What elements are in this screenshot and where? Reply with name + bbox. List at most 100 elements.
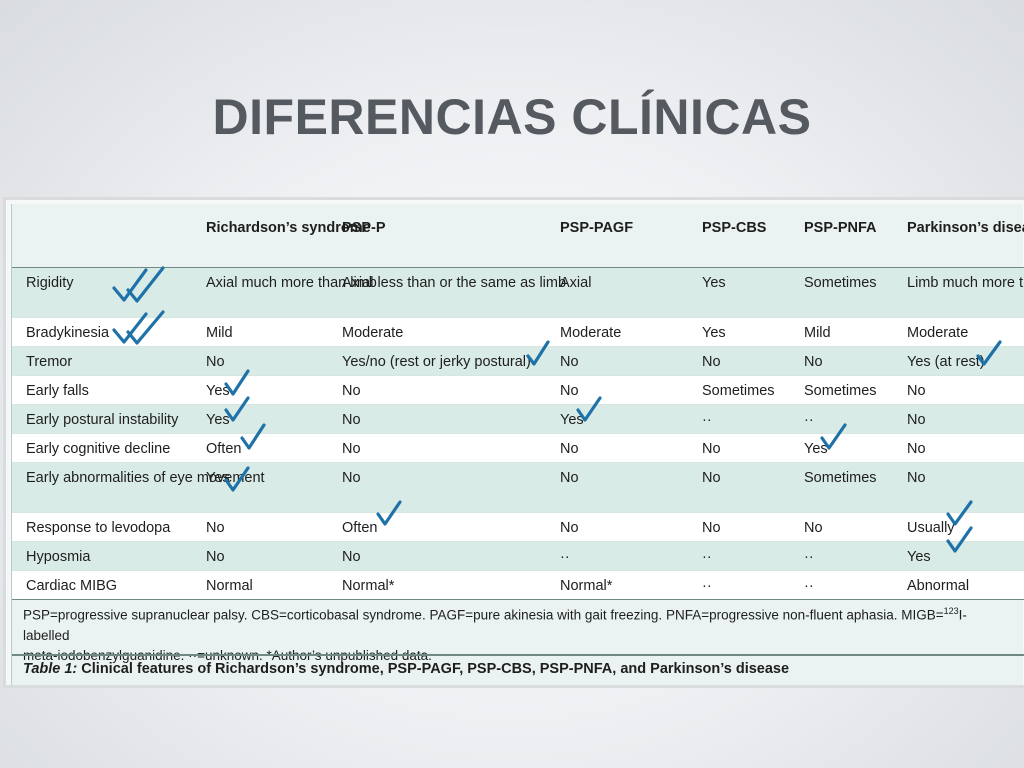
header-cell-empty bbox=[12, 204, 192, 267]
caption-label: Table 1: bbox=[23, 661, 78, 677]
table-cell: No bbox=[342, 469, 361, 486]
table-cell: Normal bbox=[206, 577, 253, 594]
table-cell: No bbox=[702, 353, 721, 370]
table-cell: Yes bbox=[702, 324, 726, 341]
table-cell: No bbox=[342, 411, 361, 428]
table-cell: Yes bbox=[804, 440, 828, 457]
table-figure: Richardson’s syndrome PSP-P PSP-PAGF PSP… bbox=[3, 197, 1024, 688]
table-row-early-falls: Early falls Yes No No Sometimes Sometime… bbox=[12, 375, 1024, 404]
table-cell: Sometimes bbox=[702, 382, 775, 399]
table-cell: ·· bbox=[804, 411, 814, 428]
table-cell: Abnormal bbox=[907, 577, 970, 594]
table-cell: Yes bbox=[702, 274, 726, 291]
table-cell: No bbox=[907, 382, 926, 399]
table-cell: Often bbox=[206, 440, 242, 457]
table-cell: Yes bbox=[206, 411, 230, 428]
table-cell: Normal* bbox=[342, 577, 395, 594]
table-row-response-to-levodopa: Response to levodopa No Often No No No U… bbox=[12, 512, 1024, 541]
table-cell: ·· bbox=[702, 577, 712, 594]
row-label: Tremor bbox=[26, 353, 73, 370]
table-caption: Table 1: Clinical features of Richardson… bbox=[23, 661, 789, 677]
table-cell: Yes bbox=[907, 548, 931, 565]
table-cell: Mild bbox=[206, 324, 233, 341]
slide-title: DIFERENCIAS CLÍNICAS bbox=[212, 89, 812, 145]
row-label: Response to levodopa bbox=[26, 519, 171, 536]
table-cell: Yes bbox=[560, 411, 584, 428]
table-cell: Yes bbox=[206, 382, 230, 399]
table-cell: ·· bbox=[560, 548, 570, 565]
table-cell: Axial bbox=[560, 274, 592, 291]
table-cell: No bbox=[907, 411, 926, 428]
table-cell: No bbox=[702, 469, 721, 486]
table-cell: No bbox=[206, 548, 225, 565]
header-psp-pagf: PSP-PAGF bbox=[560, 220, 634, 236]
table-cell: Moderate bbox=[342, 324, 404, 341]
table-cell: Sometimes bbox=[804, 469, 877, 486]
table-cell: No bbox=[702, 440, 721, 457]
table-cell: Limb much more than axial bbox=[907, 274, 1024, 291]
table-cell: Sometimes bbox=[804, 382, 877, 399]
caption-text: Clinical features of Richardson’s syndro… bbox=[77, 661, 790, 677]
table-cell: No bbox=[560, 469, 579, 486]
table-cell: Often bbox=[342, 519, 378, 536]
table-cell: No bbox=[804, 353, 823, 370]
table-row-bradykinesia: Bradykinesia Mild Moderate Moderate Yes … bbox=[12, 317, 1024, 346]
table-cell: Moderate bbox=[560, 324, 622, 341]
row-label: Rigidity bbox=[26, 274, 74, 291]
table-cell: Yes/no (rest or jerky postural) bbox=[342, 353, 531, 370]
table-cell: ·· bbox=[804, 548, 814, 565]
table-cell: Normal* bbox=[560, 577, 613, 594]
table-cell: No bbox=[342, 548, 361, 565]
table-footnote: PSP=progressive supranuclear palsy. CBS=… bbox=[23, 601, 1013, 666]
table-row-cardiac-mibg: Cardiac MIBG Normal Normal* Normal* ·· ·… bbox=[12, 570, 1024, 599]
table-cell: No bbox=[560, 519, 579, 536]
table-cell: Mild bbox=[804, 324, 831, 341]
table-cell: ·· bbox=[702, 411, 712, 428]
table-cell: Yes bbox=[206, 469, 230, 486]
table-row-tremor: Tremor No Yes/no (rest or jerky postural… bbox=[12, 346, 1024, 375]
table-cell: Sometimes bbox=[804, 274, 877, 291]
header-psp-cbs: PSP-CBS bbox=[702, 220, 767, 236]
table-row-early-postural-instability: Early postural instability Yes No Yes ··… bbox=[12, 404, 1024, 433]
table-cell: No bbox=[804, 519, 823, 536]
table-cell: No bbox=[907, 440, 926, 457]
table-cell: ·· bbox=[804, 577, 814, 594]
table-cell: No bbox=[206, 519, 225, 536]
table-row-eye-movement: Early abnormalities of eye movement Yes … bbox=[12, 462, 1024, 512]
row-label: Early falls bbox=[26, 382, 89, 399]
table-cell: No bbox=[907, 469, 926, 486]
table-cell: Yes (at rest) bbox=[907, 353, 985, 370]
clinical-features-table: Richardson’s syndrome PSP-P PSP-PAGF PSP… bbox=[12, 204, 1024, 600]
header-psp-p: PSP-P bbox=[342, 220, 386, 236]
footnote-text-1: PSP=progressive supranuclear palsy. CBS=… bbox=[23, 607, 944, 623]
table-cell: Moderate bbox=[907, 324, 969, 341]
table-cell: No bbox=[206, 353, 225, 370]
footnote-text-2: I-labelled bbox=[23, 607, 967, 643]
header-parkinsons: Parkinson’s disease bbox=[907, 220, 1024, 236]
table-panel: Richardson’s syndrome PSP-P PSP-PAGF PSP… bbox=[11, 204, 1024, 685]
table-cell: Axial much more than limb bbox=[206, 274, 377, 291]
row-label: Bradykinesia bbox=[26, 324, 110, 341]
table-row-rigidity: Rigidity Axial much more than limb Axial… bbox=[12, 267, 1024, 317]
caption-divider bbox=[12, 654, 1024, 656]
table-cell: No bbox=[560, 353, 579, 370]
table-row-hyposmia: Hyposmia No No ·· ·· ·· Yes bbox=[12, 541, 1024, 570]
row-label: Hyposmia bbox=[26, 548, 91, 565]
row-label: Cardiac MIBG bbox=[26, 577, 118, 594]
table-header-row: Richardson’s syndrome PSP-P PSP-PAGF PSP… bbox=[12, 204, 1024, 267]
table-cell: Usually bbox=[907, 519, 955, 536]
footnote-superscript: 123 bbox=[943, 606, 959, 616]
row-label: Early abnormalities of eye movement bbox=[26, 469, 265, 486]
table-cell: No bbox=[560, 440, 579, 457]
table-cell: No bbox=[702, 519, 721, 536]
table-cell: No bbox=[342, 382, 361, 399]
table-cell: ·· bbox=[702, 548, 712, 565]
table-cell: Axial less than or the same as limb bbox=[342, 274, 567, 291]
row-label: Early cognitive decline bbox=[26, 440, 171, 457]
row-label: Early postural instability bbox=[26, 411, 179, 428]
header-richardsons: Richardson’s syndrome bbox=[206, 220, 371, 236]
table-cell: No bbox=[342, 440, 361, 457]
table-row-early-cognitive-decline: Early cognitive decline Often No No No Y… bbox=[12, 433, 1024, 462]
table-cell: No bbox=[560, 382, 579, 399]
header-psp-pnfa: PSP-PNFA bbox=[804, 220, 877, 236]
